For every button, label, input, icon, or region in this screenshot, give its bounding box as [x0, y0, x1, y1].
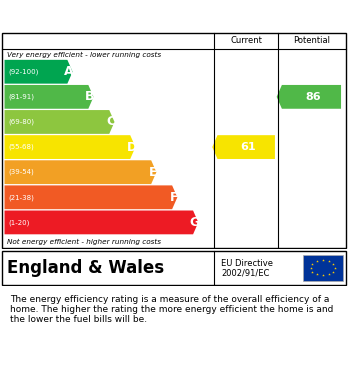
Text: D: D — [127, 141, 137, 154]
Polygon shape — [5, 110, 114, 134]
Polygon shape — [5, 135, 135, 159]
Text: (1-20): (1-20) — [9, 219, 30, 226]
Polygon shape — [5, 85, 94, 109]
Text: (92-100): (92-100) — [9, 68, 39, 75]
Text: Potential: Potential — [293, 36, 330, 45]
Text: (81-91): (81-91) — [9, 93, 35, 100]
Text: Very energy efficient - lower running costs: Very energy efficient - lower running co… — [7, 52, 161, 58]
Text: Energy Efficiency Rating: Energy Efficiency Rating — [10, 9, 220, 23]
Text: Not energy efficient - higher running costs: Not energy efficient - higher running co… — [7, 239, 161, 245]
Text: B: B — [85, 90, 95, 103]
Bar — [303, 255, 343, 281]
Polygon shape — [5, 160, 156, 184]
Polygon shape — [5, 60, 73, 84]
Polygon shape — [212, 135, 275, 159]
Text: The energy efficiency rating is a measure of the overall efficiency of a home. T: The energy efficiency rating is a measur… — [10, 294, 334, 325]
Text: A: A — [64, 65, 74, 78]
Text: E: E — [149, 166, 157, 179]
Text: 2002/91/EC: 2002/91/EC — [221, 269, 269, 278]
Polygon shape — [277, 85, 341, 109]
Text: EU Directive: EU Directive — [221, 259, 273, 268]
Text: G: G — [190, 216, 200, 229]
Text: (69-80): (69-80) — [9, 119, 35, 125]
Text: Current: Current — [230, 36, 262, 45]
Text: 61: 61 — [240, 142, 256, 152]
Text: England & Wales: England & Wales — [7, 258, 164, 277]
Text: (21-38): (21-38) — [9, 194, 34, 201]
Polygon shape — [5, 185, 177, 209]
Polygon shape — [5, 210, 198, 234]
Text: F: F — [169, 191, 178, 204]
Text: (39-54): (39-54) — [9, 169, 34, 176]
Text: (55-68): (55-68) — [9, 144, 34, 150]
Text: 86: 86 — [306, 92, 321, 102]
Text: C: C — [106, 115, 116, 129]
